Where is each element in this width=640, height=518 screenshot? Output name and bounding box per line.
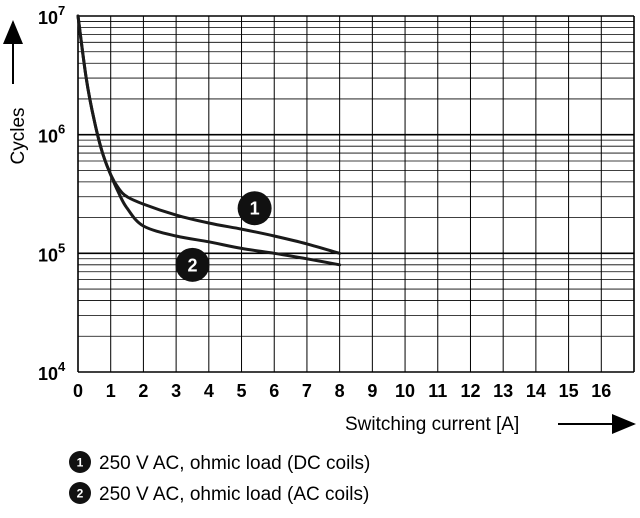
series-line-2 — [76, 14, 342, 267]
x-tick-label: 1 — [106, 381, 116, 401]
legend-item-1: 1 250 V AC, ohmic load (DC coils) — [69, 451, 370, 474]
series-marker-1-label: 1 — [250, 199, 260, 219]
x-tick-label: 4 — [204, 381, 214, 401]
x-tick-label: 3 — [171, 381, 181, 401]
x-tick-label: 9 — [367, 381, 377, 401]
series-marker-1 — [237, 191, 272, 226]
y-tick-label: 105 — [38, 240, 65, 265]
legend-label-2: 250 V AC, ohmic load (AC coils) — [99, 484, 369, 505]
x-tick-label: 13 — [493, 381, 513, 401]
y-tick-label: 104 — [38, 359, 66, 384]
x-tick-label: 7 — [302, 381, 312, 401]
x-tick-label: 15 — [559, 381, 579, 401]
x-tick-label: 16 — [591, 381, 611, 401]
y-tick-label: 107 — [38, 3, 65, 28]
x-tick-label: 11 — [428, 381, 447, 401]
legend: 1 250 V AC, ohmic load (DC coils) 2 250 … — [69, 451, 370, 505]
y-tick-label: 106 — [38, 122, 65, 147]
series-markers: 12 — [175, 191, 272, 282]
y-axis-title: Cycles — [8, 107, 29, 164]
legend-label-1: 250 V AC, ohmic load (DC coils) — [99, 453, 370, 474]
legend-item-2: 2 250 V AC, ohmic load (AC coils) — [69, 482, 369, 505]
x-tick-label: 8 — [335, 381, 345, 401]
legend-marker-1 — [69, 451, 91, 473]
series-marker-2 — [175, 247, 210, 282]
grid — [77, 15, 635, 373]
legend-marker-2-label: 2 — [77, 487, 84, 501]
x-tick-label: 5 — [237, 381, 247, 401]
x-tick-label: 10 — [395, 381, 415, 401]
x-tick-label: 12 — [460, 381, 480, 401]
x-axis-title: Switching current [A] — [345, 414, 519, 435]
series-marker-2-label: 2 — [187, 255, 197, 275]
x-tick-label: 6 — [269, 381, 279, 401]
legend-marker-1-label: 1 — [77, 456, 84, 470]
legend-marker-2 — [69, 482, 91, 504]
x-tick-label: 14 — [526, 381, 546, 401]
x-tick-label: 2 — [138, 381, 148, 401]
x-tick-label: 0 — [73, 381, 83, 401]
series — [76, 14, 342, 267]
